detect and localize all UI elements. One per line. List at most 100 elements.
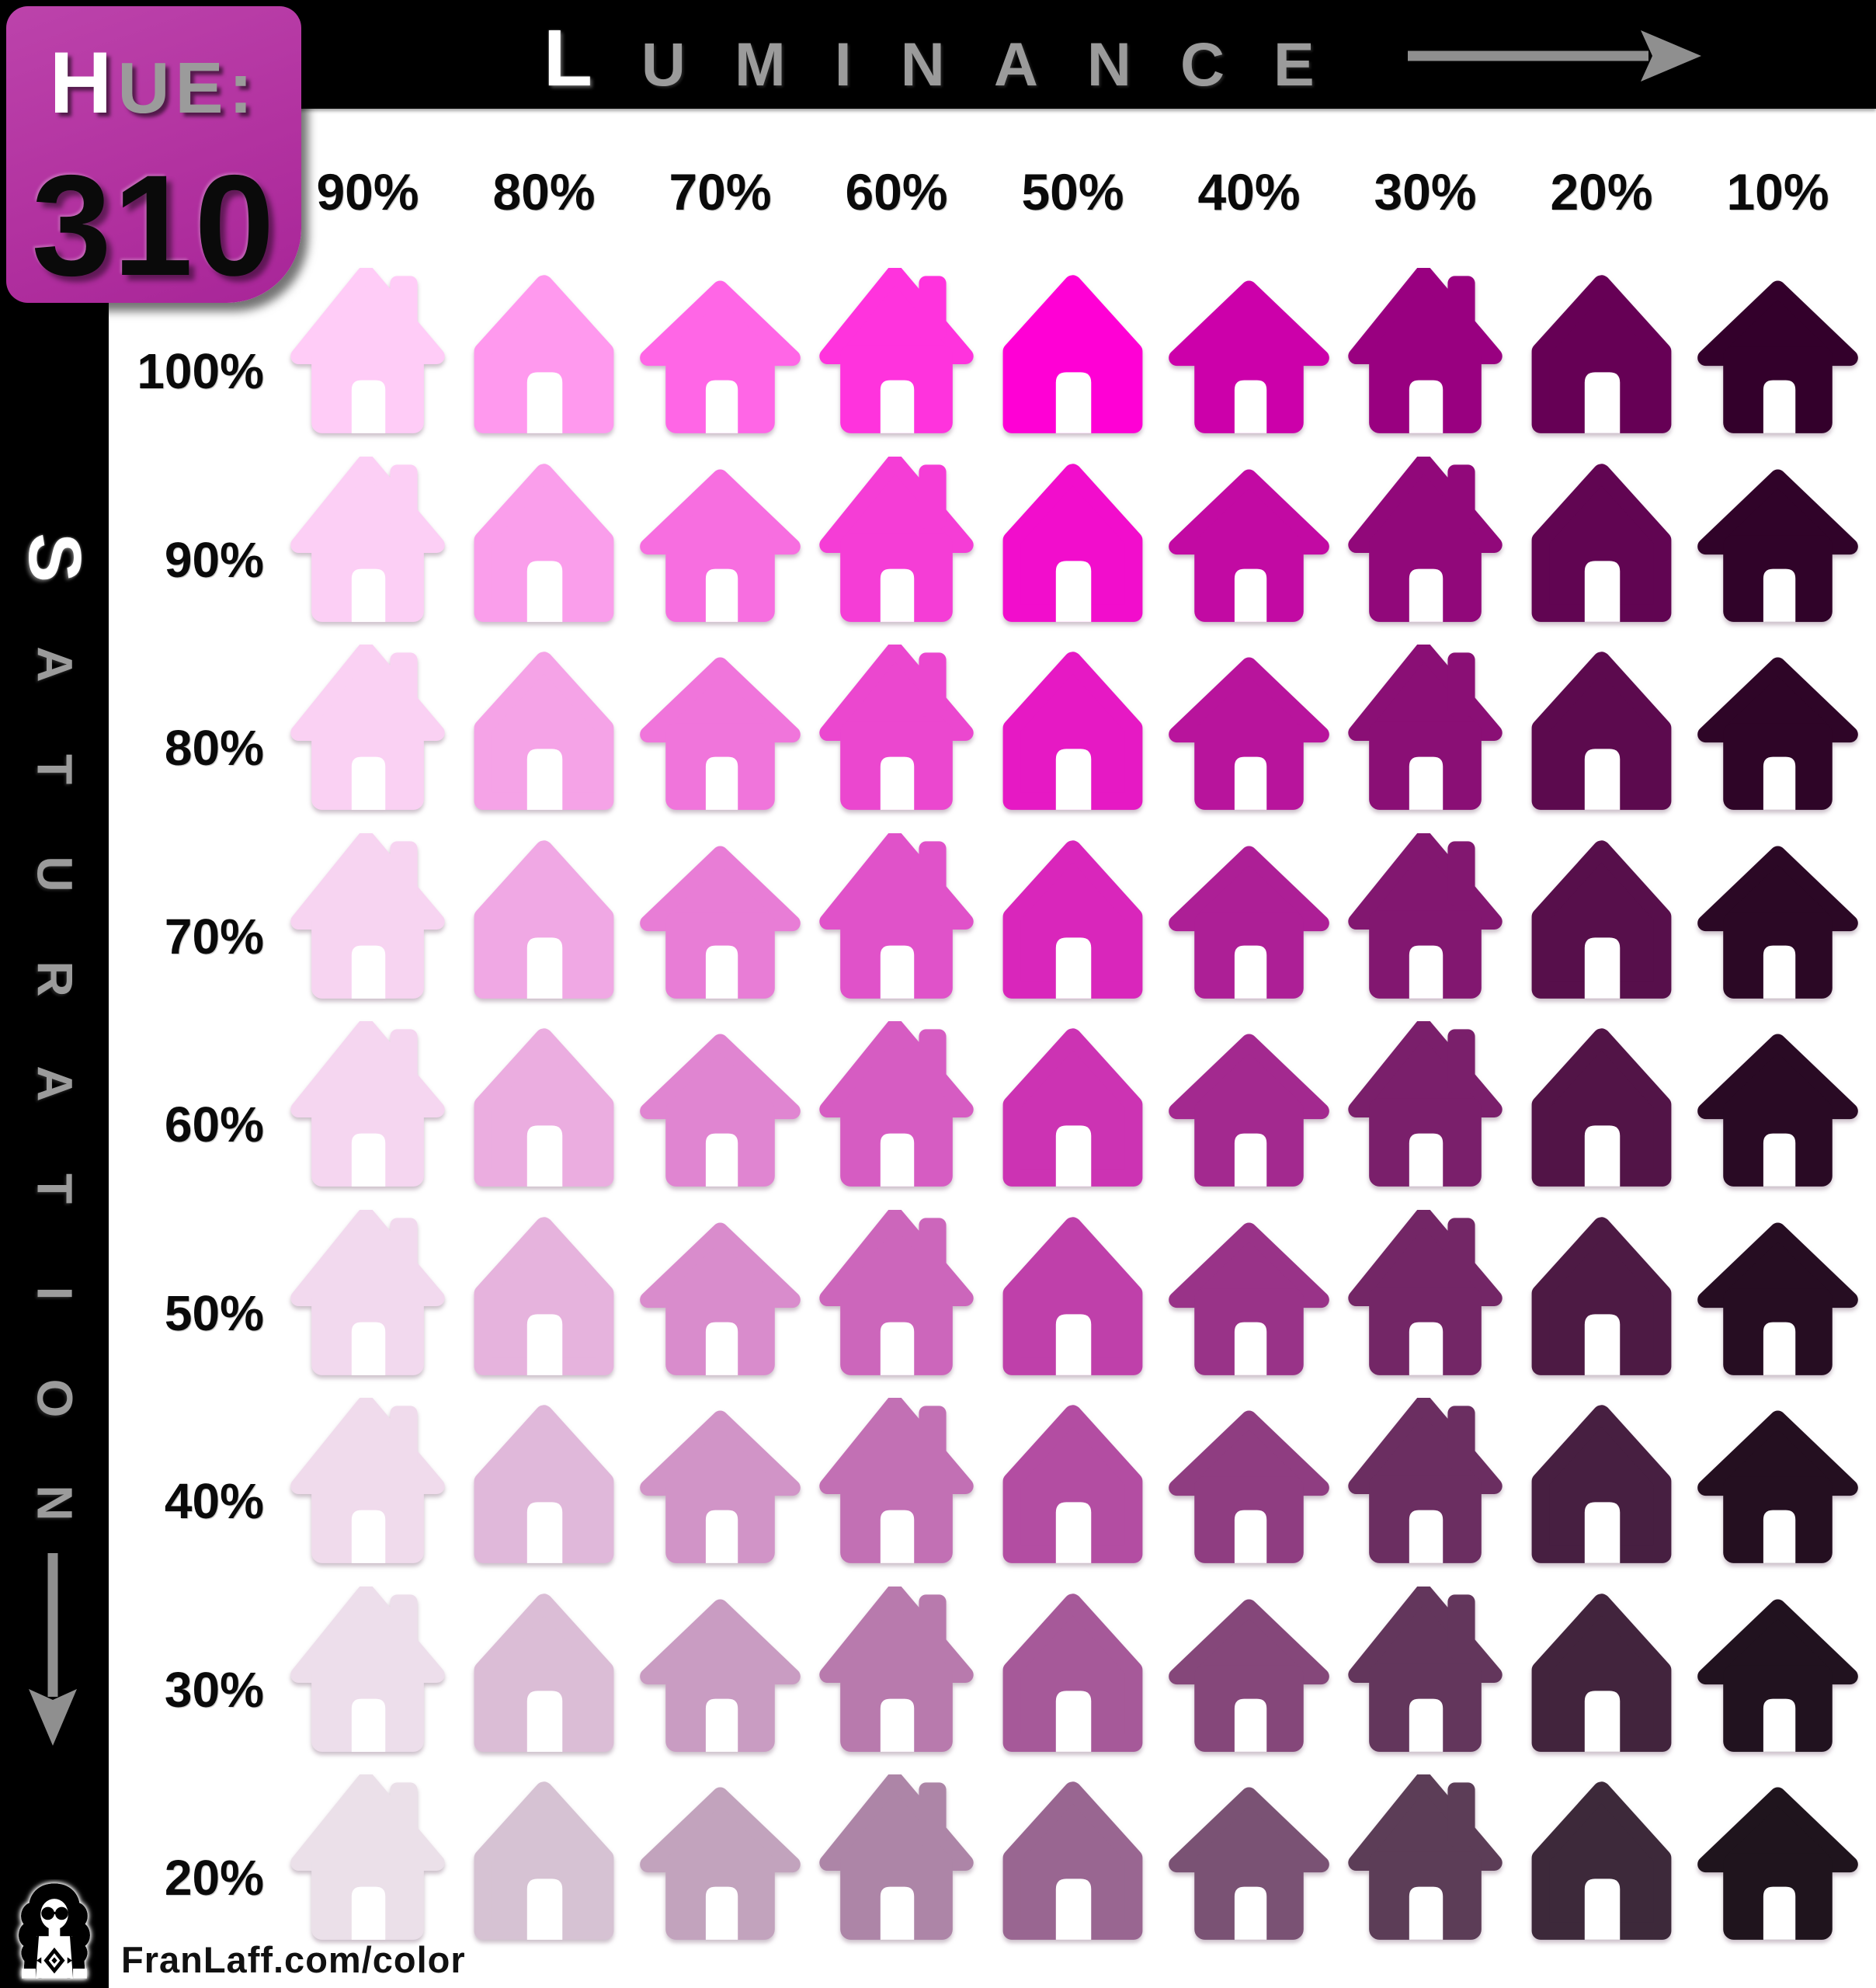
axis-title-letter: U	[641, 30, 686, 99]
house-icon	[1002, 1216, 1143, 1375]
house-icon	[290, 456, 445, 622]
footer-url[interactable]: FranLaff.com/color	[121, 1939, 466, 1980]
house-icon	[1169, 469, 1329, 622]
axis-title-letter: U	[26, 856, 83, 892]
shirt-arrow-left	[36, 1957, 42, 1964]
house-icon	[640, 1410, 801, 1563]
house-icon	[1169, 1034, 1329, 1187]
saturation-axis-title: S A T U R A T I O N	[0, 503, 109, 1555]
hue-badge: H UE: 310	[6, 6, 301, 306]
house-icon	[819, 832, 974, 999]
axis-title-letter: A	[26, 1065, 83, 1102]
shirt-arrow-right	[67, 1957, 73, 1964]
left-cuff	[22, 1969, 36, 1979]
luminance-tick-label: 10%	[1726, 163, 1829, 221]
house-icon	[819, 268, 974, 433]
house-icon	[290, 1586, 445, 1752]
house-icon	[819, 1209, 974, 1375]
house-icon	[474, 463, 614, 622]
franlaff-logo-avatar	[18, 1883, 91, 1979]
house-icon	[640, 657, 801, 810]
house-icon	[1697, 1034, 1858, 1187]
house-icon	[474, 1028, 614, 1187]
house-icon	[1697, 280, 1858, 433]
saturation-tick-label: 70%	[164, 908, 264, 964]
shirt-diamond-inner	[51, 1957, 57, 1964]
neck	[48, 1927, 61, 1938]
luminance-tick-label: 90%	[316, 163, 419, 221]
house-icon	[1348, 645, 1503, 810]
axis-title-letter: I	[26, 1286, 83, 1301]
sunglasses-bridge	[51, 1911, 59, 1914]
house-icon	[1697, 469, 1858, 622]
house-icon	[1531, 1216, 1672, 1375]
house-icon	[640, 1599, 801, 1752]
luminance-tick-label: 60%	[845, 163, 948, 221]
house-icon	[290, 268, 445, 433]
axis-title-letter: T	[26, 1173, 83, 1204]
sunglasses-left-lens	[41, 1906, 54, 1920]
house-icon	[1348, 1398, 1503, 1563]
axis-title-letter: T	[26, 753, 83, 785]
house-icon	[819, 1398, 974, 1563]
axis-title-letter: A	[993, 30, 1038, 99]
house-icon	[1348, 1586, 1503, 1752]
house-icon	[1697, 1599, 1858, 1752]
saturation-tick-label: 80%	[164, 720, 264, 776]
house-icon	[474, 839, 614, 999]
saturation-tick-label: 20%	[164, 1850, 264, 1906]
house-icon	[1348, 456, 1503, 622]
right-cuff	[73, 1969, 87, 1979]
axis-title-letter: O	[26, 1378, 83, 1418]
house-icon	[640, 1787, 801, 1940]
house-icon	[474, 1216, 614, 1375]
house-icon	[474, 1593, 614, 1752]
down-arrow-icon	[29, 1553, 77, 1746]
right-arrow-icon	[1408, 30, 1701, 82]
house-icon	[640, 1034, 801, 1187]
right-shoulder	[69, 1935, 85, 1979]
axis-title-letter: N	[26, 1485, 83, 1521]
house-icon	[1697, 1410, 1858, 1563]
house-icon	[640, 846, 801, 999]
house-icon	[1169, 657, 1329, 810]
house-icon	[474, 1405, 614, 1563]
house-icon	[1002, 1028, 1143, 1187]
house-icon	[290, 832, 445, 999]
house-icon	[290, 1209, 445, 1375]
house-icon	[819, 1021, 974, 1187]
luminance-tick-label: 70%	[669, 163, 772, 221]
saturation-tick-label: 100%	[137, 343, 264, 399]
house-icon	[1002, 652, 1143, 810]
house-icon	[1169, 1787, 1329, 1940]
house-icon	[1348, 832, 1503, 999]
house-icon	[1697, 1222, 1858, 1375]
hue-label: H UE:	[49, 33, 258, 133]
house-icon	[1169, 1599, 1329, 1752]
house-icon	[1002, 463, 1143, 622]
house-icon	[290, 1398, 445, 1563]
house-icon	[1002, 1781, 1143, 1940]
house-icon	[1348, 1021, 1503, 1187]
house-icon	[1348, 268, 1503, 433]
color-swatch-grid: 90% 80% 70% 60% 50% 40% 30% 20% 10% 100% 90% 80% 70%…	[109, 109, 1876, 1988]
house-icon	[1169, 846, 1329, 999]
saturation-tick-label: 30%	[164, 1661, 264, 1718]
house-icon	[1531, 275, 1672, 433]
house-icon	[1169, 1410, 1329, 1563]
house-icon	[640, 469, 801, 622]
luminance-tick-label: 50%	[1021, 163, 1124, 221]
house-icon	[1531, 1781, 1672, 1940]
house-icon	[1169, 1222, 1329, 1375]
face	[40, 1899, 68, 1930]
saturation-tick-label: 60%	[164, 1097, 264, 1152]
axis-title-letter: A	[26, 646, 83, 683]
house-icon	[1348, 1774, 1503, 1940]
saturation-tick-label: 40%	[164, 1473, 264, 1529]
axis-title-letter: N	[1086, 30, 1131, 99]
hue-value: 310	[31, 146, 276, 306]
house-icon	[1348, 1209, 1503, 1375]
house-icon	[640, 280, 801, 433]
